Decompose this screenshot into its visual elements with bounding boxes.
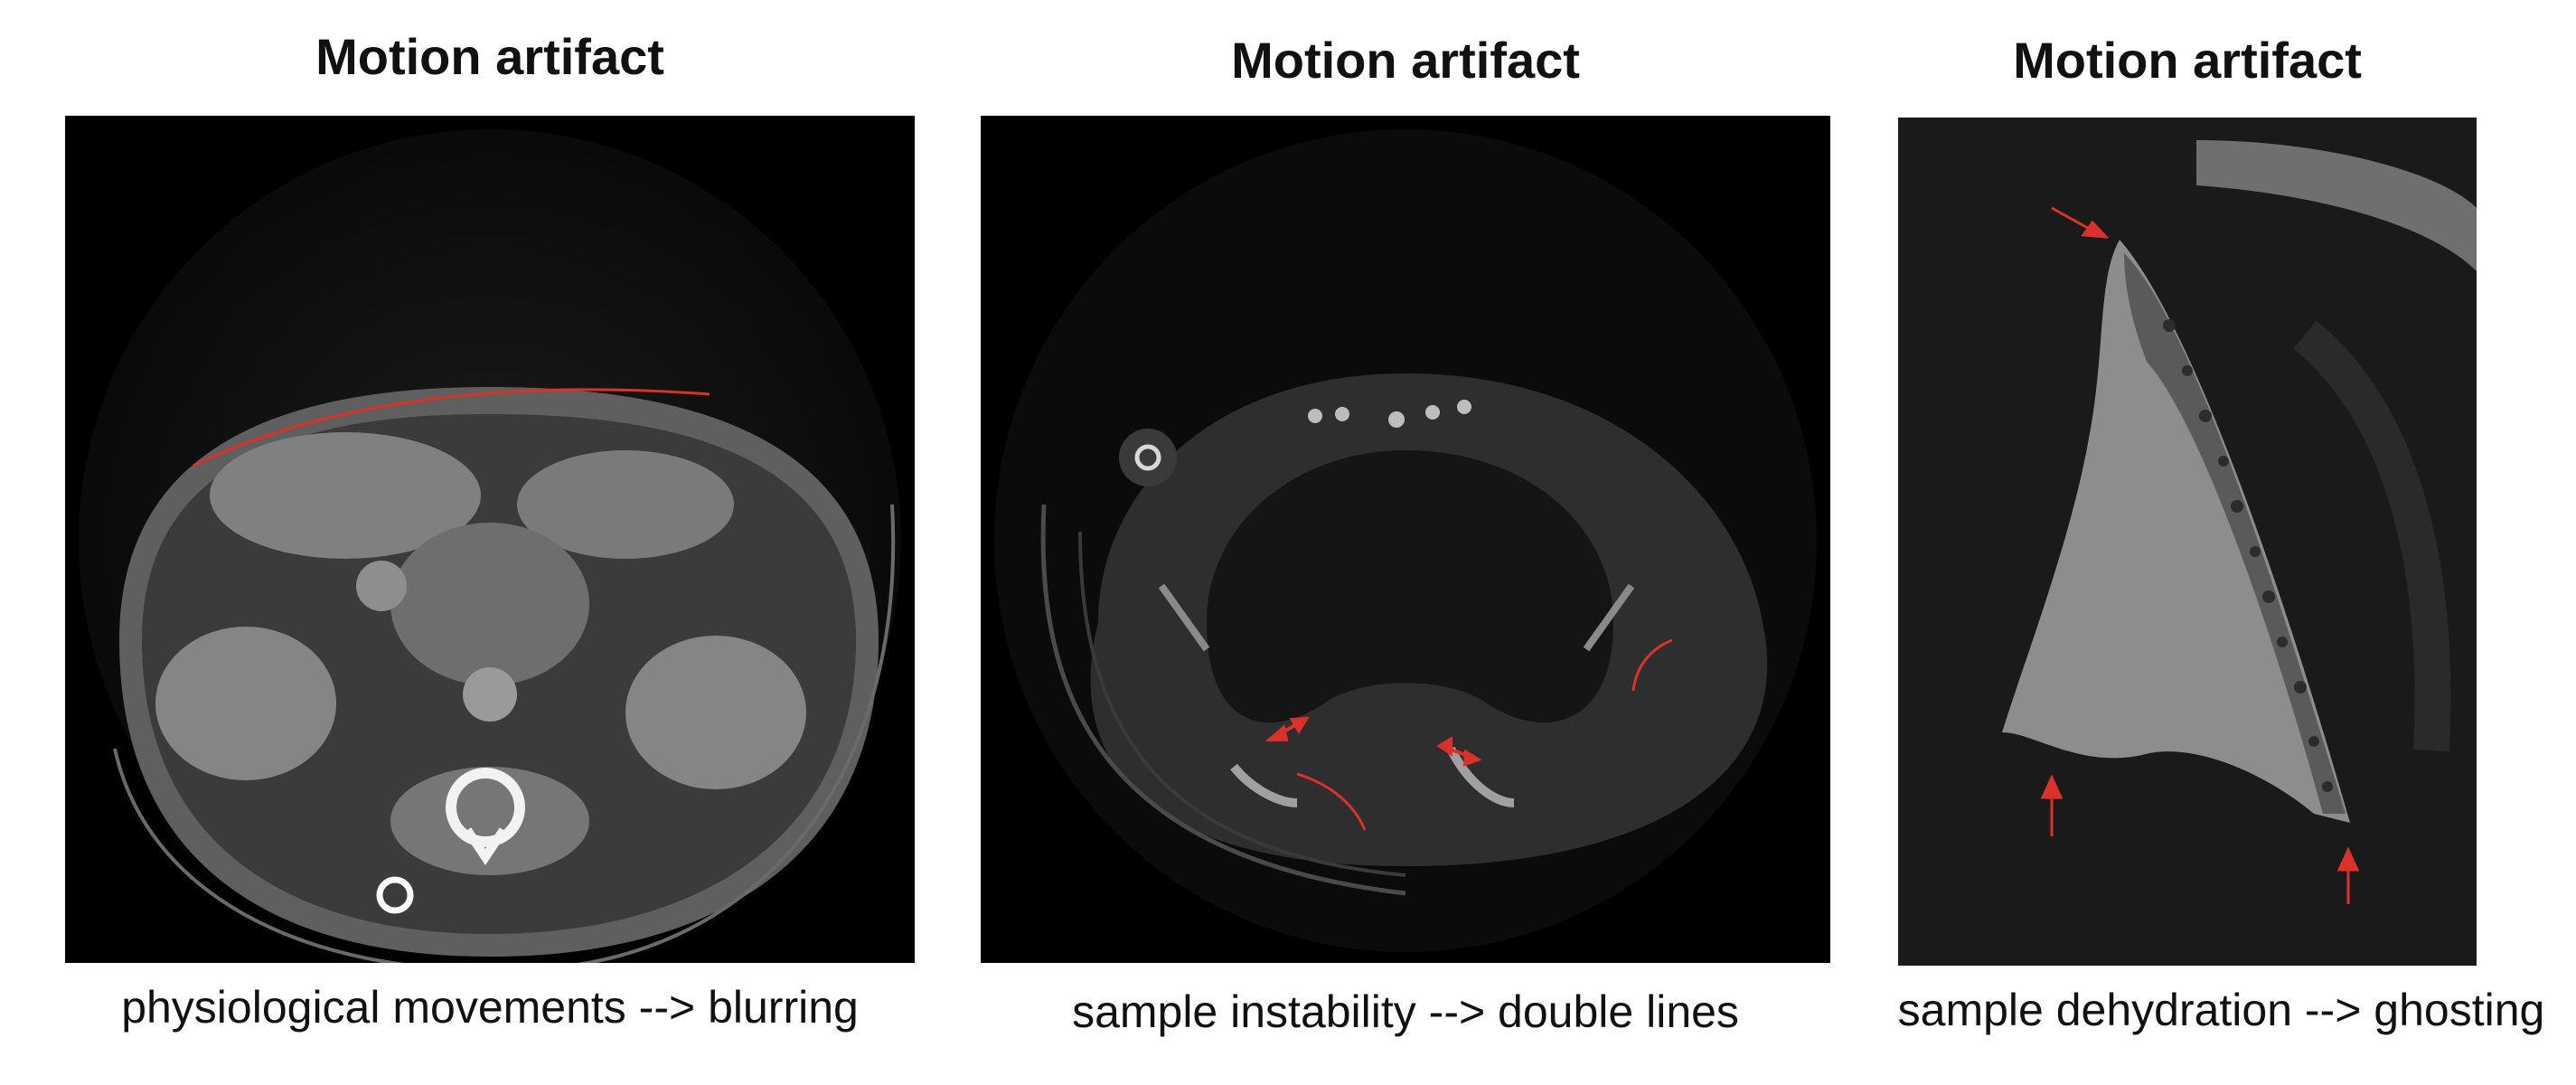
panel-3-title: Motion artifact bbox=[2013, 32, 2362, 89]
panel-3-image bbox=[1898, 118, 2477, 966]
panel-2-image bbox=[981, 116, 1830, 963]
bone-sample-ct-slice bbox=[1898, 118, 2477, 966]
panel-3-caption: sample dehydration --> ghosting bbox=[1897, 985, 2545, 1035]
panel-1-caption: physiological movements --> blurring bbox=[121, 982, 859, 1033]
panel-2-title: Motion artifact bbox=[1231, 32, 1580, 89]
panel-1-title: Motion artifact bbox=[315, 28, 664, 85]
panel-2-caption: sample instability --> double lines bbox=[1072, 986, 1739, 1037]
panel-1-image bbox=[65, 116, 915, 963]
thoracic-ct-slice bbox=[994, 129, 1817, 952]
abdominal-ct-slice bbox=[79, 129, 901, 963]
